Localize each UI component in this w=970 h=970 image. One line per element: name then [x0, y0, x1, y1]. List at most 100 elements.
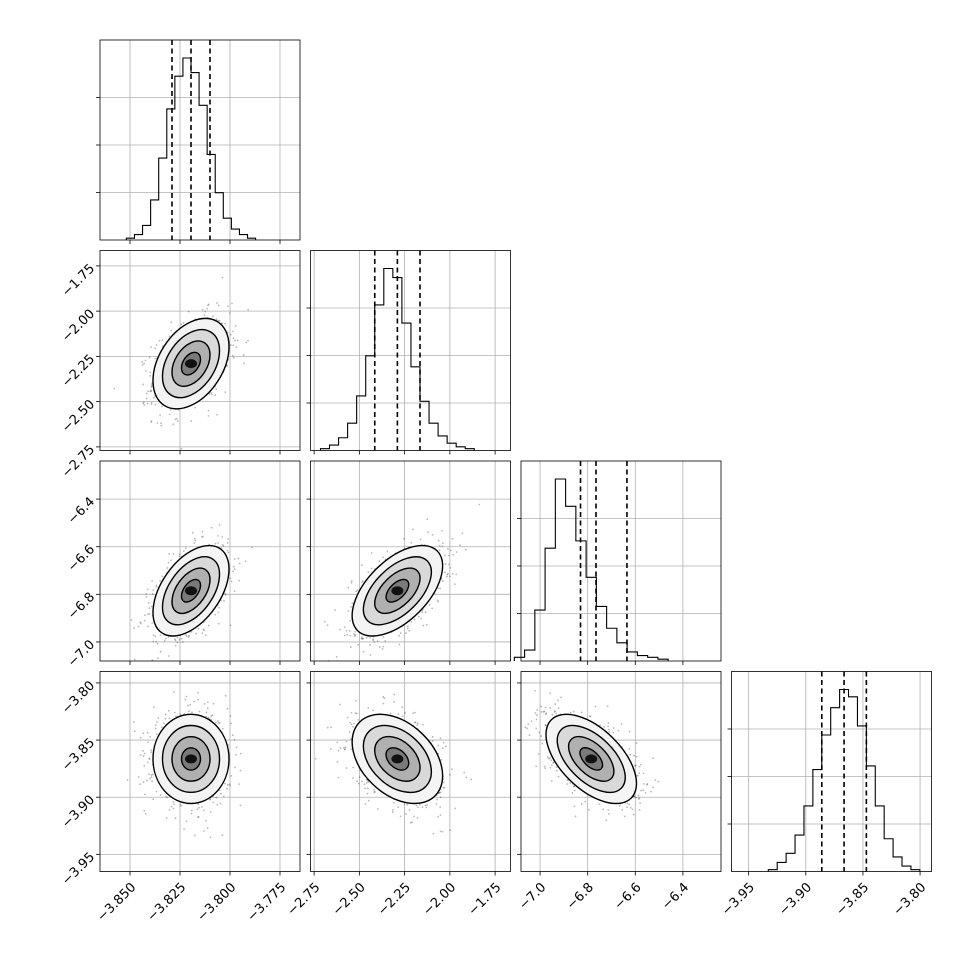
scatter-point	[210, 393, 213, 396]
scatter-point	[201, 530, 204, 533]
scatter-point	[557, 707, 560, 710]
scatter-point	[145, 397, 148, 400]
scatter-point	[133, 730, 136, 733]
scatter-point	[345, 767, 348, 769]
scatter-point	[442, 781, 445, 784]
scatter-point	[170, 329, 173, 332]
scatter-point	[589, 715, 591, 718]
scatter-point	[437, 539, 440, 542]
scatter-point	[398, 643, 401, 646]
scatter-point	[428, 604, 431, 606]
scatter-point	[159, 794, 162, 796]
scatter-point	[221, 834, 224, 837]
scatter-point	[191, 711, 193, 714]
scatter-point	[163, 639, 166, 642]
scatter-point	[222, 795, 225, 798]
scatter-point	[137, 776, 140, 778]
scatter-point	[348, 630, 351, 632]
scatter-point	[632, 813, 635, 816]
scatter-point	[197, 698, 199, 701]
scatter-point	[350, 723, 353, 726]
scatter-point	[243, 362, 245, 365]
scatter-point	[142, 781, 145, 783]
scatter-point	[540, 705, 543, 708]
scatter-point	[230, 722, 233, 725]
scatter-point	[347, 610, 350, 612]
scatter-point	[149, 735, 151, 738]
scatter-point	[202, 535, 204, 538]
scatter-point	[202, 628, 205, 631]
scatter-point	[557, 775, 560, 778]
scatter-point	[533, 689, 536, 692]
scatter-point	[454, 807, 457, 810]
scatter-point	[371, 638, 374, 641]
scatter-point	[143, 793, 146, 796]
scatter-point	[329, 748, 332, 750]
scatter-point	[406, 625, 409, 628]
scatter-point	[236, 339, 239, 342]
scatter-point	[352, 766, 355, 769]
scatter-point	[184, 633, 187, 636]
scatter-point	[206, 827, 209, 830]
scatter-point	[370, 552, 373, 554]
scatter-point	[439, 737, 442, 740]
scatter-point	[178, 553, 181, 555]
scatter-point	[398, 634, 401, 637]
scatter-point	[226, 305, 229, 308]
scatter-point	[524, 726, 527, 729]
scatter-point	[197, 627, 200, 630]
scatter-point	[337, 776, 340, 779]
scatter-point	[245, 341, 248, 344]
scatter-point	[354, 630, 356, 633]
scatter-point	[336, 741, 339, 744]
scatter-point	[150, 383, 153, 385]
scatter-point	[612, 731, 615, 734]
scatter-point	[184, 698, 187, 701]
scatter-point	[160, 424, 163, 427]
scatter-point	[447, 572, 449, 575]
scatter-point	[441, 529, 444, 532]
scatter-point	[176, 420, 179, 423]
panel-frame	[99, 250, 301, 451]
panel-frame	[99, 671, 301, 872]
scatter-point	[451, 537, 454, 540]
scatter-point	[544, 713, 547, 716]
scatter-point	[232, 344, 235, 347]
scatter-point	[232, 356, 235, 359]
scatter-point	[247, 339, 249, 342]
density-layer	[113, 276, 250, 450]
scatter-point	[155, 584, 158, 587]
scatter-point	[550, 764, 553, 767]
scatter-point	[365, 782, 368, 784]
scatter-point	[209, 811, 212, 813]
scatter-point	[221, 543, 224, 546]
scatter-point	[392, 700, 395, 703]
scatter-point	[144, 359, 147, 362]
scatter-point	[161, 339, 164, 342]
scatter-point	[545, 712, 548, 715]
scatter-point	[167, 655, 170, 657]
scatter-point	[198, 806, 200, 809]
scatter-point	[150, 751, 153, 754]
scatter-point	[337, 749, 340, 752]
scatter-point	[443, 786, 446, 789]
scatter-point	[413, 618, 416, 621]
scatter-point	[392, 801, 395, 804]
scatter-point	[626, 806, 628, 809]
scatter-point	[357, 782, 360, 785]
scatter-point	[405, 813, 407, 815]
scatter-point	[384, 640, 387, 642]
scatter-point	[151, 622, 154, 624]
scatter-point	[538, 731, 541, 734]
scatter-point	[442, 786, 445, 789]
scatter-point	[215, 388, 218, 390]
scatter-point	[151, 773, 154, 776]
scatter-point	[228, 312, 231, 314]
scatter-point	[366, 792, 369, 795]
scatter-point	[554, 710, 556, 712]
scatter-point	[637, 774, 639, 777]
scatter-point	[594, 705, 597, 708]
scatter-point	[227, 551, 230, 554]
scatter-point	[431, 607, 434, 610]
scatter-point	[382, 702, 385, 705]
